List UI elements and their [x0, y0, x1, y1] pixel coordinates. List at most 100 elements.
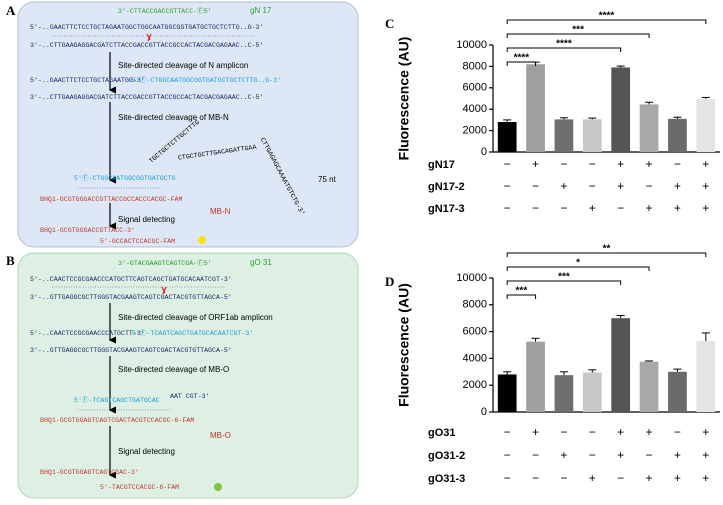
y-tick-label: 10000: [456, 39, 487, 51]
condition-label: gN17-2: [428, 181, 465, 193]
condition-sign: −: [560, 201, 567, 215]
diagram-text: MB-O: [210, 431, 231, 440]
significance-label: **: [603, 244, 611, 255]
condition-sign: +: [646, 201, 653, 215]
condition-sign: +: [532, 425, 539, 439]
panel-label: A: [6, 3, 16, 18]
diagram-text: Site-directed cleavage of ORF1ab amplico…: [118, 313, 273, 322]
condition-sign: +: [702, 471, 709, 485]
bar: [639, 104, 659, 152]
condition-sign: +: [674, 201, 681, 215]
significance-bracket: [506, 280, 622, 285]
significance-label: ****: [599, 11, 615, 22]
condition-label: gO31: [428, 427, 456, 439]
condition-sign: +: [617, 157, 624, 171]
y-tick-label: 10000: [456, 272, 487, 284]
condition-sign: +: [702, 425, 709, 439]
bar: [554, 375, 574, 412]
y-tick-label: 8000: [463, 60, 487, 72]
diagram-text: 5'-..CAACTCCGCGAACCCATGCTTCAGTCAGCTGATGC…: [30, 276, 232, 283]
diagram-text: 5'-..GAACTTCTCCTGCTAGAATGG-3': [30, 77, 145, 84]
condition-sign: −: [589, 179, 596, 193]
bar: [611, 67, 631, 152]
panel-label: B: [6, 253, 15, 268]
bar: [611, 318, 631, 412]
cut-site: [161, 286, 167, 295]
condition-sign: −: [560, 471, 567, 485]
fluorescence-icon: [198, 236, 206, 244]
bar: [582, 119, 602, 152]
condition-sign: +: [702, 179, 709, 193]
condition-sign: +: [646, 471, 653, 485]
diagram-text: 5'Ⓕ-CTGGCAATGGCGGTGATGCTGCTCTTG..G-3': [132, 76, 281, 84]
condition-sign: +: [646, 157, 653, 171]
condition-sign: +: [674, 471, 681, 485]
y-tick-label: 0: [481, 146, 487, 158]
diagram-text: BHQ1-GCGTGGGACCGTTACCGCCACCCACGC-FAM: [40, 196, 182, 203]
diagram-text: BHQ1-GCGTGGAGTCAGTCGACTACGTCCACGC-6-FAM: [40, 417, 194, 424]
diagram-text: 3'-..CTTGAAGAGGACGATCTTACCGACCGTTACCGCCA…: [30, 94, 263, 101]
condition-sign: +: [589, 471, 596, 485]
bar: [497, 374, 517, 412]
y-tick-label: 2000: [463, 125, 487, 137]
significance-label: ****: [514, 53, 530, 64]
y-tick-label: 6000: [463, 82, 487, 94]
diagram-text: 3'-..GTTGAGGCGCTTGGGTACGAAGTCAGTCGACTACG…: [30, 347, 232, 354]
bar: [668, 371, 687, 412]
condition-sign: +: [560, 448, 567, 462]
fluorescence-icon: [214, 483, 222, 491]
significance-label: ***: [572, 25, 584, 36]
diagram-text: 3'-..GTTGAGGCGCTTGGGTACGAAGTCAGTCGACTACG…: [30, 294, 232, 301]
condition-sign: −: [589, 448, 596, 462]
significance-label: ***: [516, 286, 528, 297]
diagram-text: 3'-CTTACCGACCGTTACC-Ⓕ5': [118, 7, 212, 15]
condition-sign: −: [532, 201, 539, 215]
diagram-text: 5'-GCCACTCCACGC-FAM: [100, 238, 175, 245]
diagram-text: 3'-GTACGAAGTCAGTCGA-Ⓕ5': [118, 259, 212, 267]
significance-label: ***: [558, 272, 570, 283]
condition-sign: −: [504, 448, 511, 462]
condition-sign: −: [504, 425, 511, 439]
y-axis-label: Fluorescence (AU): [396, 37, 412, 161]
diagram-text: 75 nt: [318, 175, 337, 184]
condition-sign: +: [532, 157, 539, 171]
bar: [526, 341, 545, 412]
diagram-text: Site-directed cleavage of N amplicon: [118, 61, 248, 70]
diagram-text: 5'-..GAACTTCTCCTGCTAGAATGGCTGGCAATGGCGGT…: [30, 24, 263, 31]
condition-sign: −: [646, 179, 653, 193]
diagram-text: 5'-..CAACTCCGCGAACCCATGCTT-3': [30, 330, 145, 337]
bar: [497, 122, 517, 152]
condition-label: gN17-3: [428, 203, 465, 215]
condition-sign: −: [674, 157, 681, 171]
diagram-text: 5'-TACGTCCACGC-6-FAM: [100, 484, 179, 491]
condition-sign: −: [646, 448, 653, 462]
base-pairs: [52, 35, 255, 411]
bar: [696, 340, 716, 412]
significance-bracket: [506, 266, 650, 271]
diagram-text: 5'Ⓕ-TCAGTCAGCTGATGCACAATCGT-3': [132, 329, 253, 337]
diagram-text: Signal detecting: [118, 215, 175, 224]
diagram-text: Site-directed cleavage of MB-N: [118, 113, 229, 122]
y-tick-label: 6000: [463, 326, 487, 338]
condition-sign: +: [646, 425, 653, 439]
y-tick-label: 2000: [463, 379, 487, 391]
condition-label: gO31-3: [428, 473, 465, 485]
condition-label: gO31-2: [428, 450, 465, 462]
condition-sign: +: [702, 201, 709, 215]
significance-label: ****: [556, 39, 572, 50]
panel-a-background: [17, 1, 359, 248]
bar: [582, 372, 602, 412]
bar: [668, 118, 687, 152]
condition-sign: −: [560, 425, 567, 439]
condition-sign: +: [617, 448, 624, 462]
significance-bracket: [506, 61, 537, 66]
condition-sign: +: [702, 448, 709, 462]
condition-sign: −: [617, 471, 624, 485]
condition-sign: −: [589, 157, 596, 171]
diagram-text: MB-N: [210, 207, 231, 216]
condition-sign: −: [504, 201, 511, 215]
significance-bracket: [506, 47, 622, 52]
y-axis-label: Fluorescence (AU): [396, 283, 412, 407]
condition-sign: +: [674, 179, 681, 193]
